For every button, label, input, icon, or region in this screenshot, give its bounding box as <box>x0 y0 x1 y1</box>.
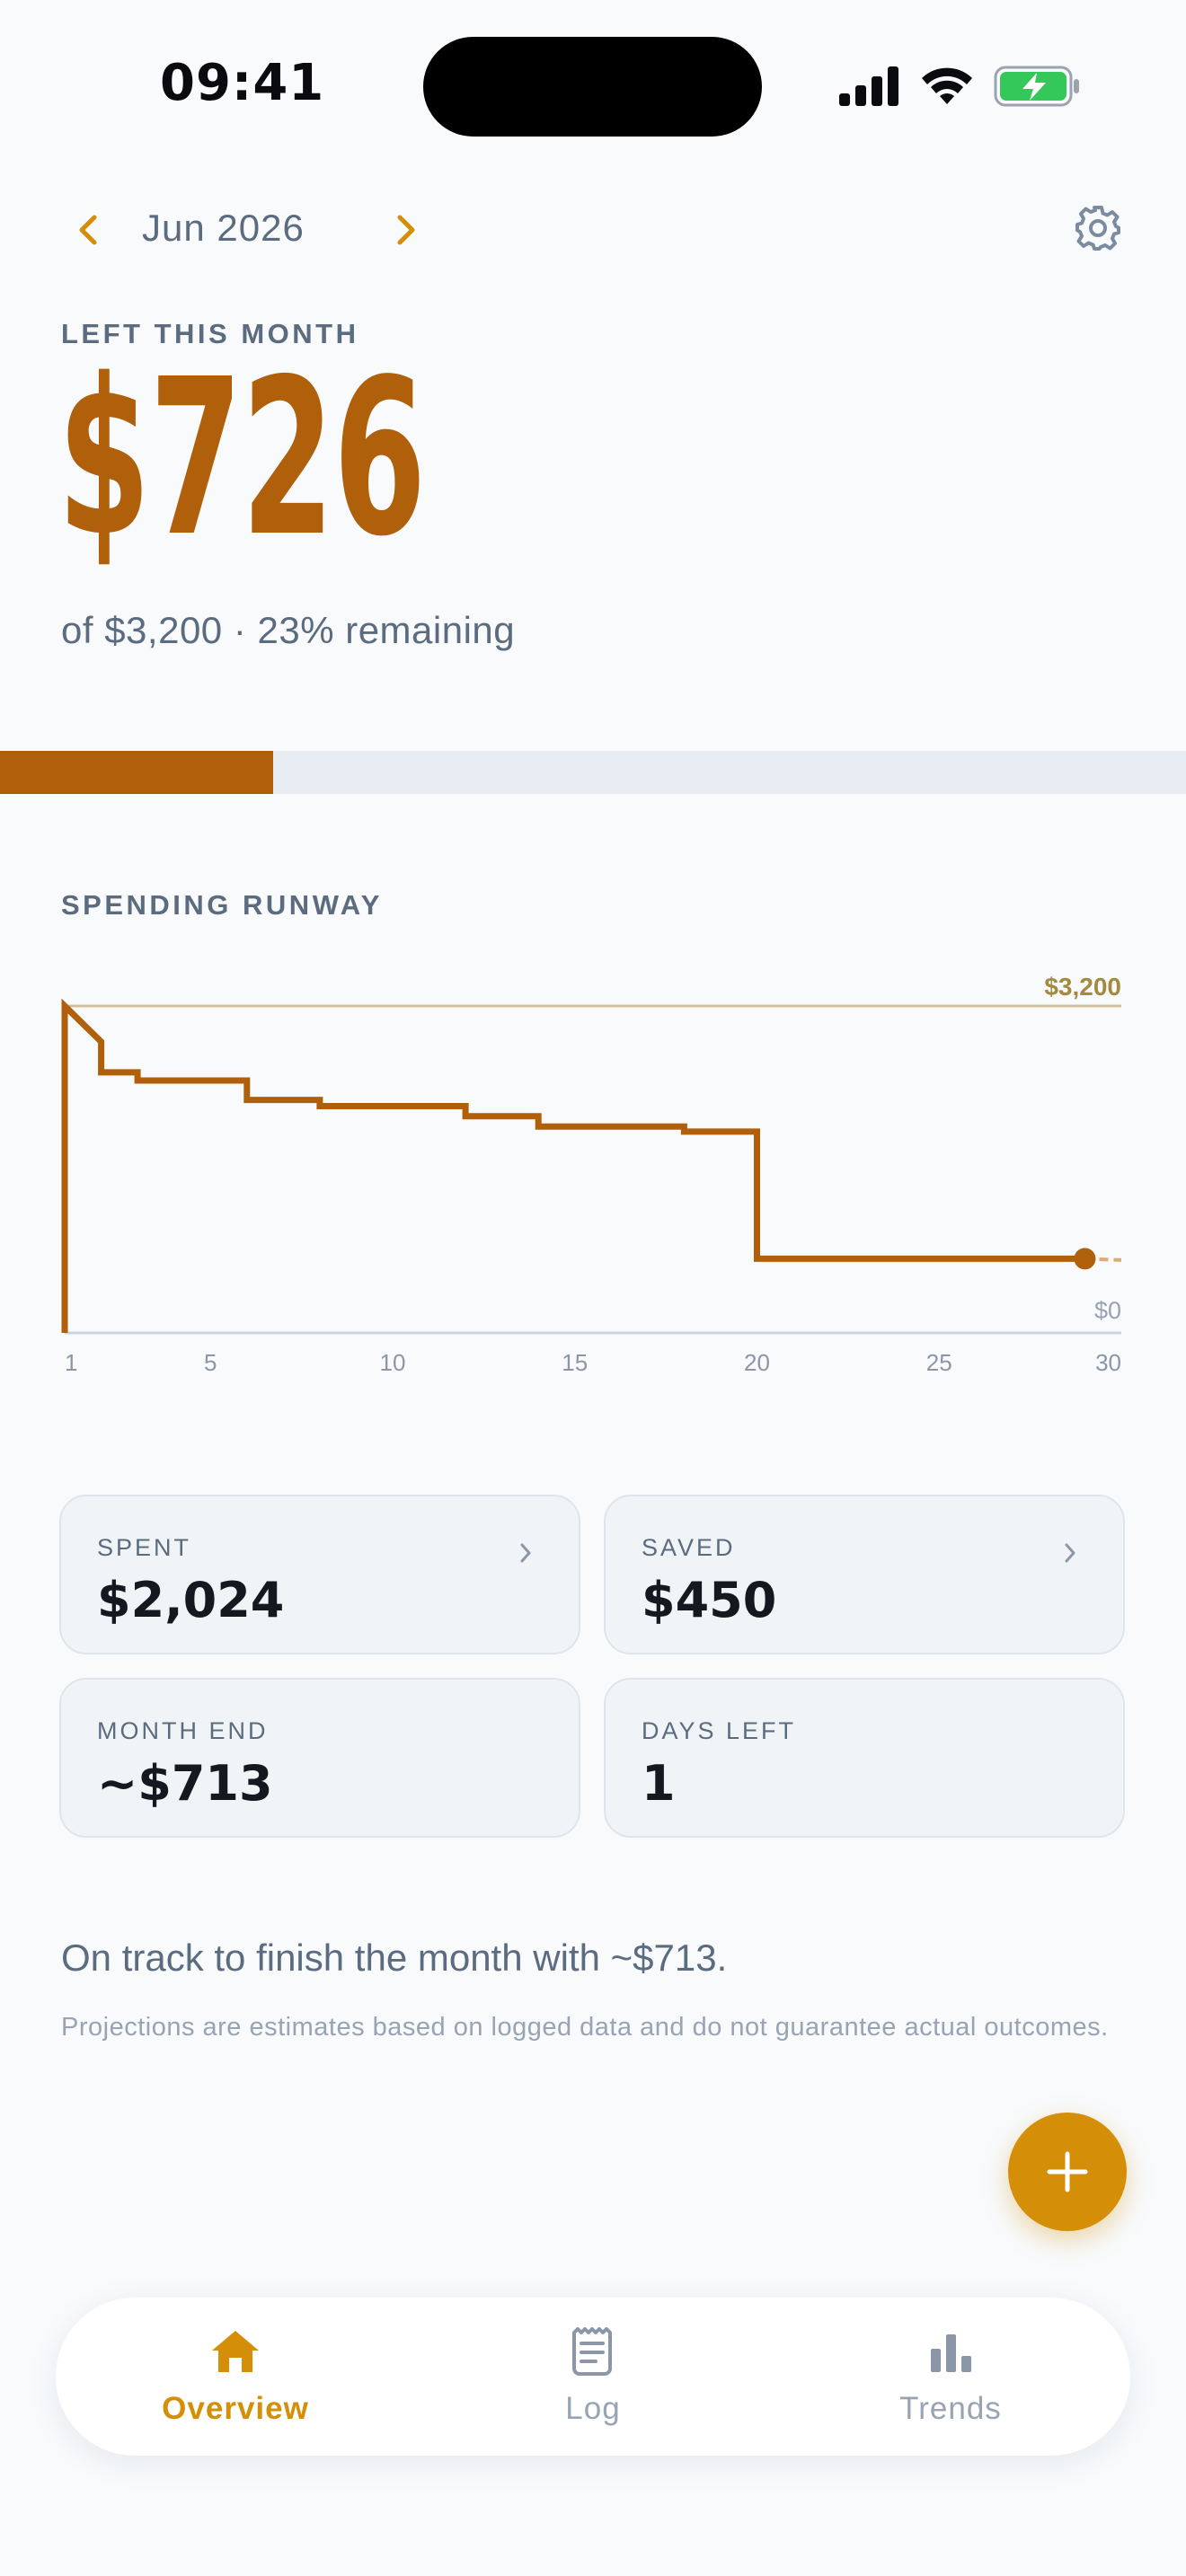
chevron-right-icon <box>1065 1543 1075 1563</box>
x-tick-label: 30 <box>1095 1349 1121 1376</box>
budget-summary: of $3,200 · 23% remaining <box>61 609 516 651</box>
spent-card[interactable]: SPENT $2,024 <box>59 1495 580 1654</box>
tab-log[interactable]: Log <box>458 2298 728 2456</box>
wifi-icon <box>922 67 972 104</box>
budget-progress-fill <box>0 751 273 794</box>
month-end-label: MONTH END <box>97 1717 269 1744</box>
x-tick-label: 20 <box>744 1349 770 1376</box>
tab-overview-label: Overview <box>162 2391 309 2426</box>
bottom-tab-bar: Overview Log Trends <box>56 2298 1130 2456</box>
month-end-value: ~$713 <box>97 1755 273 1812</box>
previous-month-button[interactable] <box>65 207 111 253</box>
signal-icon <box>839 66 898 106</box>
battery-charging-icon <box>994 66 1079 107</box>
saved-value: $450 <box>642 1572 777 1628</box>
add-entry-button[interactable] <box>1008 2113 1127 2231</box>
tab-overview[interactable]: Overview <box>101 2298 370 2456</box>
saved-label: SAVED <box>642 1534 736 1561</box>
current-point <box>1074 1248 1096 1270</box>
y-min-label: $0 <box>1094 1297 1121 1324</box>
status-bar: 09:41 <box>0 0 1186 171</box>
status-time: 09:41 <box>160 54 325 112</box>
month-navigator: Jun 2026 <box>61 192 1125 266</box>
spent-label: SPENT <box>97 1534 192 1561</box>
days-left-value: 1 <box>642 1755 676 1812</box>
budget-progress-bar <box>0 751 1186 794</box>
projection-disclaimer: Projections are estimates based on logge… <box>61 2013 1109 2042</box>
x-tick-label: 15 <box>562 1349 588 1376</box>
runway-chart-svg: $3,200$01 5 10 15 20 25 30 <box>61 973 1122 1376</box>
tab-log-label: Log <box>565 2391 621 2426</box>
chevron-left-icon <box>79 215 97 245</box>
chevron-right-icon <box>397 215 415 245</box>
x-tick-label: 10 <box>380 1349 406 1376</box>
gear-icon <box>1075 206 1120 251</box>
x-tick-label: 5 <box>204 1349 217 1376</box>
month-end-card: MONTH END ~$713 <box>59 1678 580 1838</box>
next-month-button[interactable] <box>383 207 429 253</box>
y-max-label: $3,200 <box>1044 973 1121 1001</box>
status-icons <box>839 63 1080 110</box>
receipt-icon <box>566 2325 620 2378</box>
plus-icon <box>1047 2151 1088 2192</box>
spent-value: $2,024 <box>97 1572 285 1628</box>
spending-runway-chart: $3,200 $0 1 5 10 15 20 25 30 <box>36 952 1150 1383</box>
spending-runway-label: SPENDING RUNWAY <box>61 889 383 921</box>
days-left-label: DAYS LEFT <box>642 1717 797 1744</box>
projection-message: On track to finish the month with ~$713. <box>61 1936 728 1979</box>
remaining-amount: $726 <box>58 332 426 584</box>
x-tick-label: 1 <box>65 1349 77 1376</box>
left-this-month-label: LEFT THIS MONTH <box>61 318 359 349</box>
bar-chart-icon <box>924 2325 978 2378</box>
days-left-card: DAYS LEFT 1 <box>604 1678 1125 1838</box>
spending-line <box>61 998 1085 1333</box>
dynamic-island <box>423 37 762 137</box>
saved-card[interactable]: SAVED $450 <box>604 1495 1125 1654</box>
home-icon <box>208 2325 262 2378</box>
tab-trends[interactable]: Trends <box>816 2298 1085 2456</box>
x-tick-label: 25 <box>926 1349 952 1376</box>
settings-button[interactable] <box>1071 201 1125 255</box>
current-month-label: Jun 2026 <box>142 207 305 249</box>
tab-trends-label: Trends <box>899 2391 1002 2426</box>
chevron-right-icon <box>520 1543 531 1563</box>
